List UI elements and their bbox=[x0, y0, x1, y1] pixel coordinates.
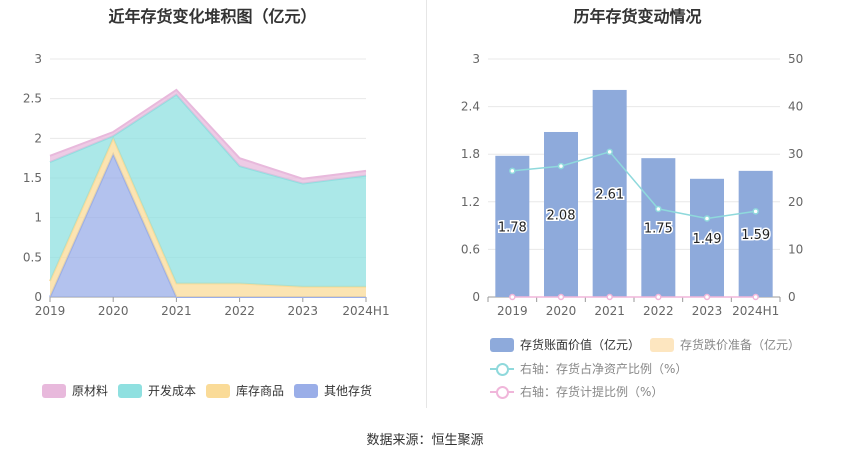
right-x-tick-label: 2023 bbox=[692, 304, 723, 318]
left-x-tick-label: 2024H1 bbox=[342, 304, 389, 318]
inventory-net-asset-ratio-point bbox=[752, 208, 759, 215]
legend-reserve[interactable]: 存货跌价准备（亿元） bbox=[650, 336, 800, 353]
right-x-tick-label: 2024H1 bbox=[732, 304, 779, 318]
left-x-tick-label: 2019 bbox=[35, 304, 66, 318]
bar-value-label: 1.75 bbox=[644, 222, 673, 237]
legend-ratio[interactable]: 右轴：存货占净资产比例（%） bbox=[490, 360, 687, 377]
left-chart-title: 近年存货变化堆积图（亿元） bbox=[108, 7, 317, 26]
bar-inventory-value bbox=[592, 89, 627, 297]
legend-goods[interactable]: 库存商品 bbox=[206, 382, 284, 399]
bar-inventory-value bbox=[641, 158, 676, 297]
right-x-tick-label: 2021 bbox=[594, 304, 625, 318]
inventory-net-asset-ratio-point bbox=[557, 162, 565, 170]
bar-inventory-value bbox=[495, 155, 530, 297]
legend-label-ratio: 右轴：存货占净资产比例（%） bbox=[520, 362, 688, 376]
right-x-tick-label: 2022 bbox=[643, 304, 674, 318]
area-dev bbox=[50, 94, 366, 287]
legend-label-bar-value: 存货账面价值（亿元） bbox=[520, 338, 641, 352]
legend-provision[interactable]: 右轴：存货计提比例（%） bbox=[490, 383, 663, 400]
provision-ratio-point bbox=[606, 293, 613, 301]
legend-label-other: 其他存货 bbox=[324, 384, 373, 398]
left-x-tick-label: 2021 bbox=[161, 304, 192, 318]
legend-swatch-reserve bbox=[650, 337, 674, 352]
right-y2-tick-label: 30 bbox=[788, 147, 803, 161]
data-source: 数据来源：恒生聚源 bbox=[366, 433, 484, 448]
panel-divider bbox=[426, 0, 427, 408]
inventory-net-asset-ratio-point bbox=[703, 215, 711, 222]
right-y2-tick-label: 20 bbox=[788, 195, 803, 209]
bar-value-label: 2.61 bbox=[595, 187, 624, 202]
bar-inventory-value bbox=[544, 131, 578, 297]
legend-icon-provision bbox=[490, 385, 514, 399]
bar-value-label: 1.49 bbox=[693, 232, 722, 247]
inventory-net-asset-ratio-point bbox=[655, 205, 662, 213]
right-y2-tick-label: 40 bbox=[788, 100, 803, 114]
legend-label-dev: 开发成本 bbox=[148, 384, 197, 398]
area-edge-raw bbox=[49, 88, 367, 180]
right-y-tick-label: 3 bbox=[472, 52, 480, 66]
bar-value-label: 2.08 bbox=[547, 208, 576, 223]
left-x-tick-label: 2020 bbox=[98, 304, 129, 318]
legend-label-raw: 原材料 bbox=[72, 384, 109, 398]
right-y-tick-label: 1.8 bbox=[461, 147, 480, 161]
provision-ratio-point bbox=[703, 293, 711, 301]
right-y2-tick-label: 10 bbox=[788, 242, 803, 256]
bar-inventory-value bbox=[738, 170, 773, 297]
legend-other[interactable]: 其他存货 bbox=[294, 382, 372, 399]
right-y2-tick-label: 50 bbox=[788, 52, 803, 66]
bar-value-label: 1.78 bbox=[498, 220, 527, 235]
right-y2-tick-label: 0 bbox=[788, 290, 796, 304]
legend-swatch-dev bbox=[118, 383, 142, 398]
provision-ratio-point bbox=[655, 293, 662, 301]
legend-label-provision: 右轴：存货计提比例（%） bbox=[520, 385, 664, 399]
right-x-tick-label: 2019 bbox=[497, 304, 528, 318]
legend-label-goods: 库存商品 bbox=[236, 384, 285, 398]
legend-icon-ratio bbox=[490, 362, 514, 376]
right-y-tick-label: 2.4 bbox=[461, 100, 480, 114]
right-chart-title: 历年存货变动情况 bbox=[573, 7, 702, 26]
provision-ratio-point bbox=[509, 293, 516, 301]
left-y-tick-label: 3 bbox=[34, 52, 42, 66]
legend-swatch-goods bbox=[206, 383, 230, 398]
legend-swatch-other bbox=[294, 383, 318, 398]
right-x-tick-label: 2020 bbox=[546, 304, 577, 318]
legend-dev[interactable]: 开发成本 bbox=[118, 382, 196, 399]
left-y-tick-label: 1 bbox=[34, 211, 42, 225]
provision-ratio-point bbox=[752, 293, 759, 301]
left-x-tick-label: 2022 bbox=[224, 304, 255, 318]
provision-ratio-point bbox=[557, 293, 565, 301]
left-y-tick-label: 2.5 bbox=[23, 92, 42, 106]
right-y-tick-label: 0.6 bbox=[461, 242, 480, 256]
left-y-tick-label: 2 bbox=[34, 131, 42, 145]
legend-raw[interactable]: 原材料 bbox=[42, 382, 108, 399]
left-x-tick-label: 2023 bbox=[288, 304, 319, 318]
area-goods bbox=[50, 138, 366, 297]
inventory-net-asset-ratio-point bbox=[606, 148, 613, 156]
left-y-tick-label: 0.5 bbox=[23, 250, 42, 264]
legend-swatch-bar-value bbox=[490, 337, 514, 352]
inventory-net-asset-ratio-line bbox=[512, 150, 756, 220]
area-other bbox=[50, 154, 366, 297]
legend-bar-value[interactable]: 存货账面价值（亿元） bbox=[490, 336, 640, 353]
left-y-tick-label: 1.5 bbox=[23, 171, 42, 185]
bar-value-label: 1.59 bbox=[741, 228, 770, 243]
left-y-tick-label: 0 bbox=[34, 290, 42, 304]
right-y-tick-label: 1.2 bbox=[461, 195, 480, 209]
bar-inventory-value bbox=[690, 178, 724, 297]
legend-swatch-raw bbox=[42, 383, 66, 398]
legend-label-reserve: 存货跌价准备（亿元） bbox=[680, 338, 801, 352]
inventory-net-asset-ratio-point bbox=[509, 167, 516, 175]
right-y-tick-label: 0 bbox=[472, 290, 480, 304]
